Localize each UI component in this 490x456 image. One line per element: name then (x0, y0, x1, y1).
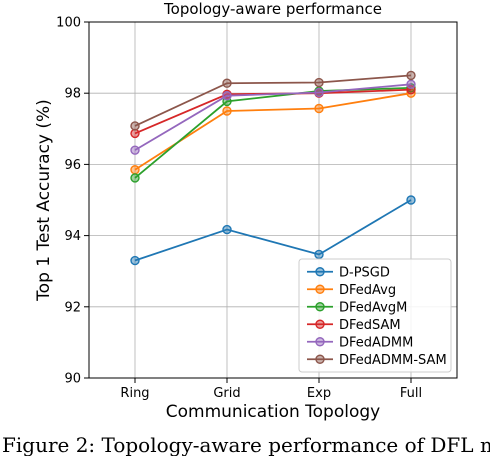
y-tick-label: 96 (64, 158, 81, 173)
x-tick-label: Ring (120, 386, 149, 401)
data-point (314, 77, 324, 88)
series-line (134, 83, 412, 151)
figure-caption: Figure 2: Topology-aware performance of … (2, 433, 490, 456)
legend-marker (315, 319, 325, 329)
data-point (314, 103, 324, 114)
legend-entry: DFedSAM (339, 318, 401, 333)
data-point (406, 195, 416, 205)
legend-entry: DFedADMM-SAM (339, 353, 447, 368)
x-tick-label: Grid (213, 386, 240, 401)
y-axis-label: Top 1 Test Accuracy (%) (34, 99, 54, 302)
axes: Ring Grid Exp Full 90 92 94 96 98 100 (56, 16, 458, 401)
legend-marker (315, 337, 325, 347)
legend-marker (315, 354, 325, 364)
x-tick-label: Exp (307, 386, 331, 401)
chart-title: Topology-aware performance (163, 0, 382, 18)
y-tick-label: 92 (64, 300, 81, 315)
legend-marker (315, 302, 325, 312)
series-line (134, 86, 412, 179)
x-axis-label: Communication Topology (166, 402, 380, 422)
legend-marker (315, 284, 325, 294)
y-tick-label: 90 (64, 372, 81, 387)
legend-entry: DFedADMM (339, 335, 413, 350)
data-point (222, 78, 232, 88)
data-point (222, 106, 232, 116)
data-point (222, 90, 232, 101)
data-point (130, 145, 140, 155)
legend-marker (315, 267, 325, 277)
data-point (406, 70, 416, 81)
data-point (406, 79, 416, 90)
series-lines (130, 70, 416, 266)
legend: D-PSGD DFedAvg DFedAvgM DFedSAM DFedADMM DFed… (298, 258, 452, 373)
y-tick-label: 94 (64, 229, 81, 244)
legend-entry: DFedAvg (339, 283, 396, 298)
data-point (314, 249, 324, 260)
legend-entry: DFedAvgM (339, 300, 407, 315)
data-point (130, 121, 140, 131)
data-point (222, 224, 232, 235)
legend-entry: D-PSGD (339, 265, 390, 280)
data-point (130, 173, 140, 183)
data-point (314, 87, 324, 98)
plot-frame (88, 21, 458, 379)
data-point (130, 165, 140, 175)
y-tick-label: 100 (56, 16, 81, 31)
legend-box (298, 258, 452, 373)
series-line (134, 199, 412, 262)
series-line (134, 74, 412, 127)
x-tick-label: Full (400, 386, 422, 401)
data-point (130, 255, 140, 266)
series-line (134, 92, 412, 171)
y-tick-label: 98 (64, 87, 81, 102)
